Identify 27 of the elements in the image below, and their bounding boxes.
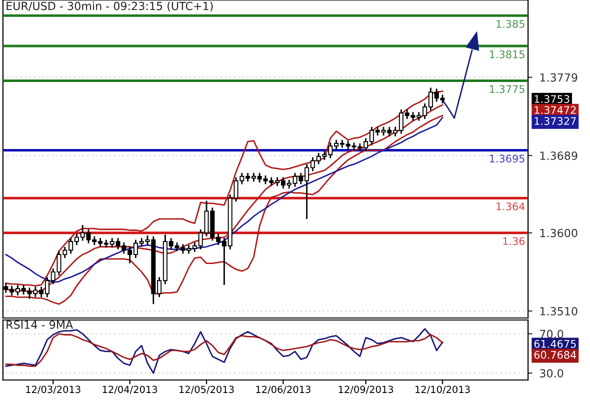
ref-line-label: 1.3695 <box>490 154 524 163</box>
ref-line-label: 1.36 <box>503 237 525 246</box>
text: 1.3753 <box>534 95 570 103</box>
text: 1.37327 <box>534 117 576 125</box>
y-tick-label: 70.0 <box>540 330 564 338</box>
text: 1.37472 <box>534 106 576 114</box>
y-tick-label: 1.3689 <box>540 152 578 160</box>
line-series <box>5 333 444 367</box>
x-tick-label: 12/06/2013 <box>256 386 310 394</box>
y-tick-label: 30.0 <box>540 369 564 378</box>
ref-line-label: 1.3815 <box>490 50 524 58</box>
ref-line-label: 1.3775 <box>490 85 524 94</box>
x-tick-label: 12/10/2013 <box>416 386 470 394</box>
y-tick-label: 1.3779 <box>540 73 578 82</box>
text: 61.4675 <box>534 340 576 348</box>
x-tick-label: 12/05/2013 <box>180 386 234 394</box>
y-tick-label: 1.3510 <box>540 307 578 316</box>
chart-title: EUR/USD - 30min - 09:23:15 (UTC+1) <box>6 2 213 12</box>
ref-line-label: 1.385 <box>496 20 524 28</box>
x-tick-label: 12/09/2013 <box>338 386 394 394</box>
x-tick-label: 12/04/2013 <box>102 386 158 394</box>
chart-title: RSI14 - 9MA <box>6 320 73 329</box>
ref-line-label: 1.364 <box>496 202 525 210</box>
y-tick-label: 1.3600 <box>540 228 578 238</box>
line-series <box>5 328 444 374</box>
x-tick-label: 12/03/2013 <box>26 386 80 394</box>
text: 60.7684 <box>534 350 576 359</box>
